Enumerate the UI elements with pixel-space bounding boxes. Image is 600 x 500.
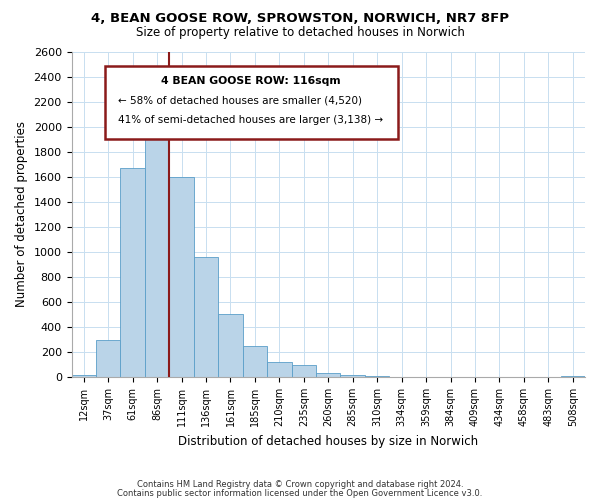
Bar	[121, 168, 145, 377]
Bar	[71, 374, 96, 377]
Text: Size of property relative to detached houses in Norwich: Size of property relative to detached ho…	[136, 26, 464, 39]
Bar	[365, 376, 389, 377]
X-axis label: Distribution of detached houses by size in Norwich: Distribution of detached houses by size …	[178, 434, 478, 448]
Bar	[267, 362, 292, 377]
Text: Contains public sector information licensed under the Open Government Licence v3: Contains public sector information licen…	[118, 488, 482, 498]
Text: 41% of semi-detached houses are larger (3,138) →: 41% of semi-detached houses are larger (…	[118, 115, 383, 125]
Bar	[145, 110, 169, 377]
Bar	[242, 346, 267, 377]
Text: 4 BEAN GOOSE ROW: 116sqm: 4 BEAN GOOSE ROW: 116sqm	[161, 76, 341, 86]
Bar	[218, 314, 242, 377]
Text: 4, BEAN GOOSE ROW, SPROWSTON, NORWICH, NR7 8FP: 4, BEAN GOOSE ROW, SPROWSTON, NORWICH, N…	[91, 12, 509, 26]
Bar	[96, 340, 121, 377]
Text: ← 58% of detached houses are smaller (4,520): ← 58% of detached houses are smaller (4,…	[118, 96, 362, 106]
Bar	[194, 257, 218, 377]
Bar	[169, 176, 194, 377]
Y-axis label: Number of detached properties: Number of detached properties	[15, 122, 28, 308]
Bar	[292, 365, 316, 377]
Bar	[316, 372, 340, 377]
FancyBboxPatch shape	[105, 66, 398, 140]
Bar	[340, 375, 365, 377]
Bar	[560, 376, 585, 377]
Text: Contains HM Land Registry data © Crown copyright and database right 2024.: Contains HM Land Registry data © Crown c…	[137, 480, 463, 489]
